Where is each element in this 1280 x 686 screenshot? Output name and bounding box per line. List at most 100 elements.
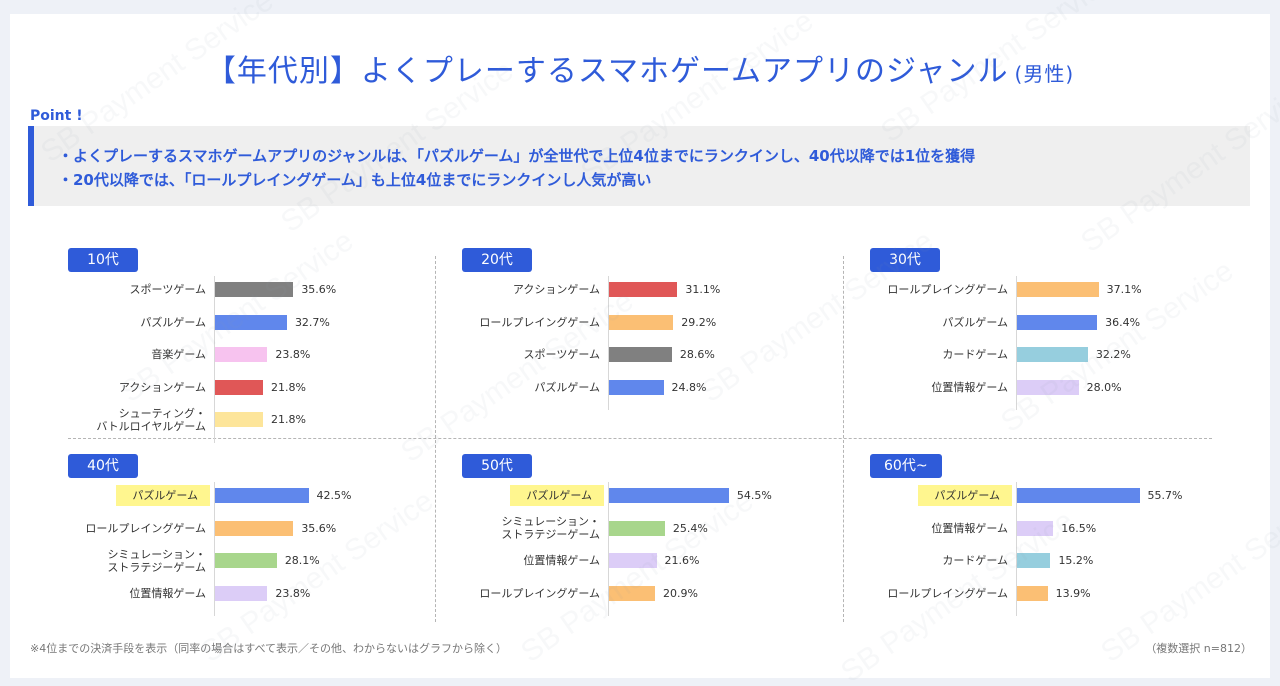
age-group-badge: 50代 — [462, 454, 532, 478]
point-line: ・よくプレーするスマホゲームアプリのジャンルは、「パズルゲーム」が全世代で上位4… — [58, 147, 976, 165]
category-label: ロールプレイングゲーム — [85, 521, 206, 535]
category-label: ロールプレイングゲーム — [887, 586, 1008, 600]
value-label: 25.4% — [672, 521, 708, 535]
chart-axis — [608, 482, 609, 616]
age-group-badge: 30代 — [870, 248, 940, 272]
bar — [215, 314, 287, 330]
category-label: シューティング・ バトルロイヤルゲーム — [96, 406, 206, 433]
chart-axis — [1016, 482, 1017, 616]
value-label: 32.7% — [294, 315, 330, 329]
point-line: ・20代以降では、「ロールプレイングゲーム」も上位4位までにランクインし人気が高… — [58, 171, 652, 189]
value-label: 21.8% — [270, 413, 306, 426]
category-label: 位置情報ゲーム — [129, 586, 206, 600]
slide: 【年代別】よくプレーするスマホゲームアプリのジャンル (男性) Point ! ・… — [10, 14, 1270, 678]
bar — [609, 553, 657, 568]
value-label: 13.9% — [1055, 586, 1091, 600]
bar — [215, 347, 268, 362]
value-label: 15.2% — [1058, 554, 1094, 567]
bar — [215, 553, 277, 568]
chart-panel: 50代パズルゲーム 54.5% シミュレーション・ ストラテジーゲーム 25.4% 位置情… — [462, 454, 822, 634]
category-label: 位置情報ゲーム — [931, 521, 1008, 535]
bar — [215, 379, 263, 395]
bar — [1017, 488, 1140, 503]
value-label: 37.1% — [1106, 283, 1142, 296]
category-label: パズルゲーム — [918, 485, 1012, 506]
value-label: 21.8% — [270, 380, 306, 394]
bar — [215, 488, 309, 503]
chart-axis — [214, 482, 215, 616]
point-box: ・よくプレーするスマホゲームアプリのジャンルは、「パズルゲーム」が全世代で上位4… — [28, 126, 1250, 206]
value-label: 24.8% — [671, 380, 707, 394]
page-title: 【年代別】よくプレーするスマホゲームアプリのジャンル (男性) — [205, 54, 1075, 89]
category-label: カードゲーム — [942, 348, 1008, 361]
category-label: パズルゲーム — [140, 315, 206, 329]
bar — [1017, 314, 1098, 330]
bar — [609, 585, 655, 601]
value-label: 21.6% — [664, 554, 700, 567]
category-label: カードゲーム — [942, 554, 1008, 567]
bar — [609, 282, 678, 297]
category-label: 位置情報ゲーム — [931, 380, 1008, 394]
column-divider — [843, 256, 844, 622]
chart-axis — [608, 276, 609, 410]
category-label: スポーツゲーム — [129, 283, 206, 296]
sample-size-note: （複数選択 n=812） — [1145, 642, 1252, 655]
bar — [215, 585, 268, 601]
bar — [609, 488, 729, 503]
category-label: ロールプレイングゲーム — [479, 315, 600, 329]
value-label: 23.8% — [275, 348, 311, 361]
category-label: シミュレーション・ ストラテジーゲーム — [501, 515, 600, 541]
value-label: 16.5% — [1061, 521, 1097, 535]
age-group-badge: 60代~ — [870, 454, 942, 478]
chart-axis — [214, 276, 215, 443]
value-label: 29.2% — [681, 315, 717, 329]
value-label: 42.5% — [316, 489, 352, 502]
bar — [1017, 553, 1051, 568]
category-label: パズルゲーム — [116, 485, 210, 506]
bar — [215, 412, 263, 427]
category-label: パズルゲーム — [510, 485, 604, 506]
page-subtitle: (男性) — [1014, 62, 1075, 86]
bar — [215, 282, 294, 297]
chart-panel: 60代~ パズルゲーム 55.7% 位置情報ゲーム 16.5% カードゲーム 15.2% ロー… — [870, 454, 1230, 634]
age-group-badge: 40代 — [68, 454, 138, 478]
value-label: 55.7% — [1147, 489, 1183, 502]
category-label: スポーツゲーム — [523, 348, 600, 361]
category-label: ロールプレイングゲーム — [887, 283, 1008, 296]
value-label: 28.0% — [1086, 380, 1122, 394]
chart-panel: 30代ロールプレイングゲーム 37.1% パズルゲーム 36.4% カードゲーム 32.2… — [870, 248, 1230, 428]
bar — [609, 347, 672, 362]
bar — [1017, 379, 1079, 395]
bar — [1017, 347, 1088, 362]
value-label: 20.9% — [662, 586, 698, 600]
value-label: 35.6% — [301, 521, 337, 535]
category-label: シミュレーション・ ストラテジーゲーム — [107, 547, 206, 574]
age-group-badge: 20代 — [462, 248, 532, 272]
category-label: アクションゲーム — [512, 283, 600, 296]
bar — [1017, 520, 1054, 536]
value-label: 28.1% — [284, 554, 320, 567]
bar — [609, 520, 665, 536]
chart-panel: 10代 スポーツゲーム 35.6% パズルゲーム 32.7% 音楽ゲーム 23.8% アクショ… — [68, 248, 428, 443]
value-label: 23.8% — [275, 586, 311, 600]
value-label: 36.4% — [1105, 315, 1141, 329]
value-label: 31.1% — [685, 283, 721, 296]
category-label: 位置情報ゲーム — [523, 554, 600, 567]
value-label: 54.5% — [736, 489, 772, 502]
category-label: パズルゲーム — [534, 380, 600, 394]
row-divider — [68, 438, 1212, 439]
point-label: Point ! — [30, 108, 83, 124]
category-label: 音楽ゲーム — [151, 348, 206, 361]
value-label: 28.6% — [679, 348, 715, 361]
chart-axis — [1016, 276, 1017, 410]
footnote: ※4位までの決済手段を表示（同率の場合はすべて表示／その他、わからないはグラフか… — [30, 642, 508, 655]
bar — [1017, 282, 1099, 297]
chart-panel: 40代パズルゲーム 42.5% ロールプレイングゲーム 35.6% シミュレーション・ス… — [68, 454, 428, 634]
bar — [215, 520, 294, 536]
bar — [609, 379, 664, 395]
value-label: 32.2% — [1095, 348, 1131, 361]
bar — [1017, 585, 1048, 601]
category-label: ロールプレイングゲーム — [479, 586, 600, 600]
value-label: 35.6% — [301, 283, 337, 296]
category-label: パズルゲーム — [942, 315, 1008, 329]
